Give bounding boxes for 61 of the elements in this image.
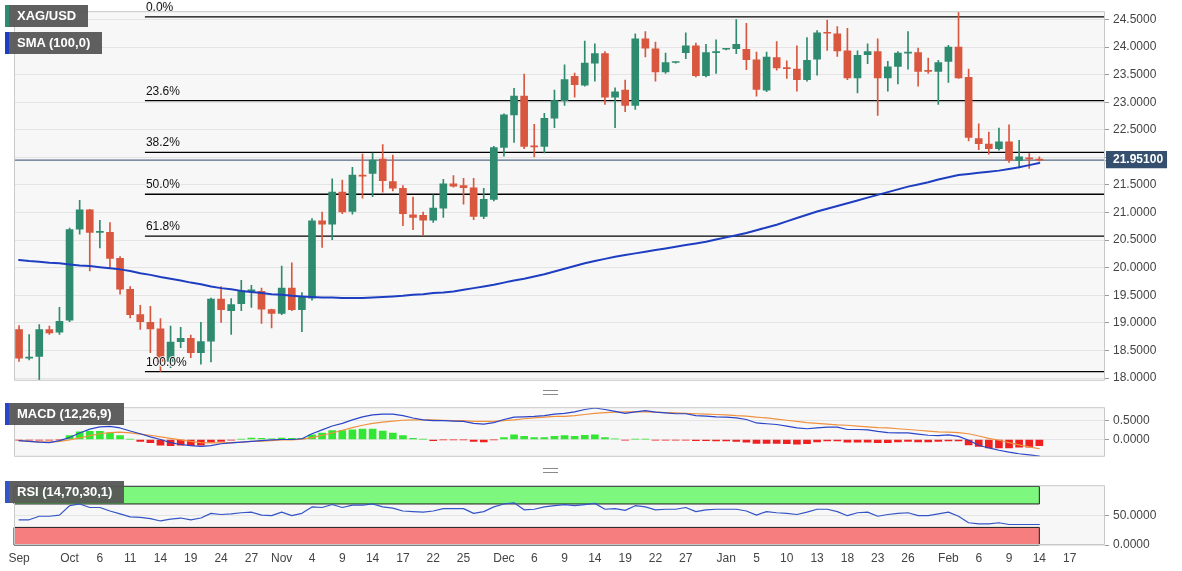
legend-label: RSI (14,70,30,1) <box>5 481 125 503</box>
x-tick-label: 17 <box>1062 550 1077 565</box>
x-tick-label: 6 <box>975 550 983 565</box>
ref-line-label: 50.0% <box>145 177 181 192</box>
legend-label: XAG/USD <box>5 5 89 27</box>
legend-label: MACD (12,26,9) <box>5 403 124 425</box>
x-tick-label: 27 <box>679 550 693 565</box>
x-tick-label: 24 <box>214 550 229 565</box>
x-tick-label: 5 <box>753 550 761 565</box>
ref-line-label: 23.6% <box>145 83 181 98</box>
x-tick-label: 22 <box>426 550 441 565</box>
x-tick-label: 9 <box>1005 550 1013 565</box>
x-tick-label: 9 <box>338 550 346 565</box>
y-tick-label: 23.5000 <box>1113 66 1157 81</box>
x-tick-label: 14 <box>1032 550 1047 565</box>
x-tick-label: 10 <box>780 550 794 565</box>
legend-label: SMA (100,0) <box>5 32 103 54</box>
y-tick-label: 24.0000 <box>1113 39 1157 54</box>
y-tick-label: 20.0000 <box>1113 260 1157 275</box>
x-tick-label: 17 <box>396 550 410 565</box>
x-tick-label: 25 <box>456 550 471 565</box>
x-tick-label: 27 <box>244 550 259 565</box>
y-tick-label: 19.0000 <box>1113 315 1157 330</box>
y-tick-label: 18.5000 <box>1113 342 1157 357</box>
y-tick-label: 0.5000 <box>1113 412 1151 427</box>
x-tick-label: 13 <box>810 550 825 565</box>
x-tick-label: 26 <box>901 550 916 565</box>
y-tick-label: 20.5000 <box>1113 232 1157 247</box>
x-tick-label: 14 <box>153 550 168 565</box>
ref-line-label: 61.8% <box>145 219 181 234</box>
y-tick-label: 21.95100 <box>1113 152 1164 167</box>
y-tick-label: 50.0000 <box>1113 508 1157 522</box>
y-tick-label: 0.0000 <box>1113 537 1151 552</box>
y-tick-label: 19.5000 <box>1113 287 1157 302</box>
y-tick-label: 24.5000 <box>1113 11 1157 26</box>
y-tick-label: 18.0000 <box>1113 370 1157 385</box>
x-tick-label: 4 <box>308 550 316 565</box>
y-tick-label: 22.5000 <box>1113 122 1157 137</box>
x-tick-label: Jan <box>716 550 736 565</box>
x-tick-label: 11 <box>123 550 137 565</box>
ref-line-label: 38.2% <box>145 135 181 150</box>
y-tick-label: 21.5000 <box>1113 177 1157 192</box>
x-tick-label: 18 <box>840 550 855 565</box>
y-tick-label: 21.0000 <box>1113 204 1157 219</box>
x-tick-label: 23 <box>871 550 885 565</box>
x-tick-label: 9 <box>561 550 569 565</box>
x-tick-label: Feb <box>938 550 960 565</box>
y-tick-label: 23.0000 <box>1113 94 1157 109</box>
x-tick-label: 14 <box>588 550 602 565</box>
x-tick-label: 14 <box>365 550 380 565</box>
x-tick-label: 6 <box>96 550 104 565</box>
x-tick-label: 19 <box>618 550 633 565</box>
x-tick-label: 19 <box>184 550 198 565</box>
x-tick-label: Nov <box>271 550 293 565</box>
x-tick-label: Dec <box>493 550 515 565</box>
x-tick-label: 6 <box>530 550 538 565</box>
x-tick-label: Oct <box>60 550 80 565</box>
y-tick-label: 0.0000 <box>1113 431 1151 446</box>
ref-line-label: 0.0% <box>145 0 174 14</box>
x-tick-label: Sep <box>8 550 31 565</box>
x-tick-label: 22 <box>648 550 663 565</box>
